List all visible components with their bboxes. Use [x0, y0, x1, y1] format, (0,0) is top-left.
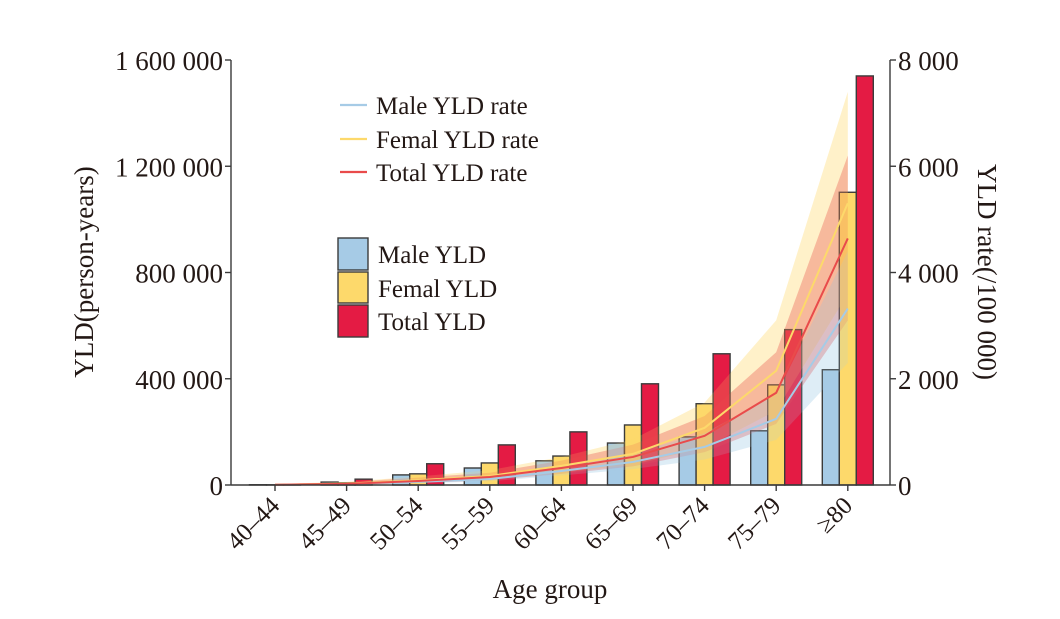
legend-label-male-yld: Male YLD	[378, 242, 486, 269]
x-tick-label: 65–69	[580, 492, 643, 555]
legend-patch-male	[337, 237, 369, 271]
y-axis-title: YLD(person-years)	[69, 166, 99, 377]
line-total-yld-rate	[274, 237, 849, 486]
x-ticks: 40–44 45–49 50–54 55–59 60–64 65–69 70–74 75–79…	[222, 485, 858, 555]
left-tick-label: 800 000	[135, 259, 223, 289]
right-tick-label: 8 000	[898, 46, 959, 76]
legend-label-female-rate: Femal YLD rate	[376, 127, 539, 154]
legend-label-total-yld: Total YLD	[378, 309, 486, 336]
legend-patch-total	[337, 304, 369, 338]
left-y-ticks: 0 400 000 800 000 1 200 000 1 600 000	[115, 46, 231, 501]
right-tick-label: 4 000	[898, 259, 959, 289]
legend-label-male-rate: Male YLD rate	[376, 93, 528, 120]
x-tick-label: 70–74	[652, 492, 716, 556]
right-tick-label: 6 000	[898, 152, 959, 182]
left-tick-label: 1 600 000	[115, 46, 223, 76]
x-tick-label: 55–59	[437, 492, 500, 555]
x-tick-label: 50–54	[365, 492, 429, 556]
legend-patch-female	[337, 271, 369, 304]
right-y-ticks: 0 2 000 4 000 6 000 8 000	[890, 46, 959, 501]
x-tick-label: 45–49	[294, 492, 357, 555]
x-axis-title: Age group	[493, 574, 608, 604]
x-tick-label: 40–44	[222, 492, 286, 556]
x-tick-label: 60–64	[508, 492, 572, 556]
legend: Male YLD rate Femal YLD rate Total YLD r…	[337, 93, 539, 338]
left-tick-label: 400 000	[135, 365, 223, 395]
right-tick-label: 2 000	[898, 365, 959, 395]
bar-total-yld	[855, 75, 874, 486]
legend-label-female-yld: Femal YLD	[378, 276, 497, 303]
y2-axis-title: YLD rate(/100 000)	[972, 164, 1002, 380]
x-tick-label: ≥80	[812, 492, 858, 538]
left-tick-label: 0	[210, 471, 224, 501]
left-tick-label: 1 200 000	[115, 152, 223, 182]
right-tick-label: 0	[898, 471, 912, 501]
rate-lines-layer	[274, 91, 849, 486]
legend-label-total-rate: Total YLD rate	[376, 160, 527, 187]
x-tick-label: 75–79	[723, 492, 786, 555]
